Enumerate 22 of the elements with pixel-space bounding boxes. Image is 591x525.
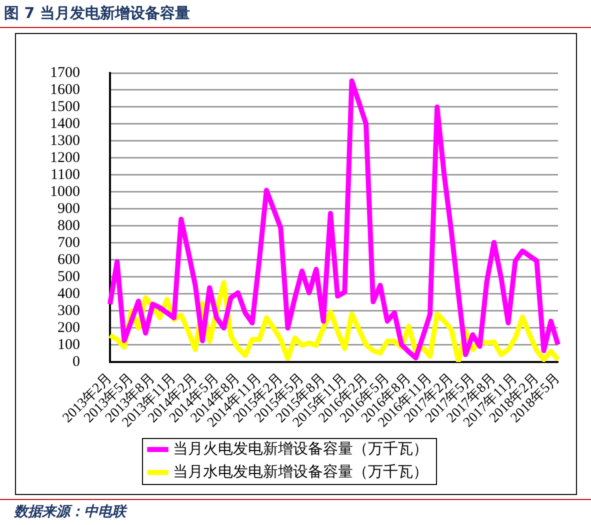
y-tick-label: 1600 bbox=[50, 82, 80, 98]
y-tick-label: 700 bbox=[58, 234, 80, 251]
y-tick-label: 1000 bbox=[50, 184, 80, 200]
y-tick-label: 1400 bbox=[50, 116, 80, 132]
y-tick-label: 1500 bbox=[50, 98, 80, 115]
y-tick-label: 1300 bbox=[50, 132, 80, 149]
source-note: 数据来源：中电联 bbox=[14, 503, 126, 521]
y-tick-label: 100 bbox=[58, 336, 80, 353]
y-tick-label: 500 bbox=[58, 268, 80, 285]
y-tick-label: 0 bbox=[72, 354, 80, 370]
y-tick-label: 900 bbox=[58, 200, 80, 217]
y-tick-label: 1700 bbox=[50, 64, 80, 81]
y-tick-label: 1200 bbox=[50, 150, 80, 166]
y-tick-label: 1100 bbox=[50, 166, 80, 183]
chart-title: 图 7 当月发电新增设备容量 bbox=[4, 4, 190, 23]
y-tick-label: 600 bbox=[58, 252, 80, 268]
legend-label: 当月火电发电新增设备容量（万千瓦） bbox=[172, 439, 428, 458]
y-tick-label: 200 bbox=[58, 320, 80, 336]
y-tick-label: 300 bbox=[58, 302, 80, 319]
y-tick-label: 400 bbox=[58, 286, 80, 302]
legend-label: 当月水电发电新增设备容量（万千瓦） bbox=[172, 462, 428, 480]
y-tick-label: 800 bbox=[58, 218, 80, 234]
